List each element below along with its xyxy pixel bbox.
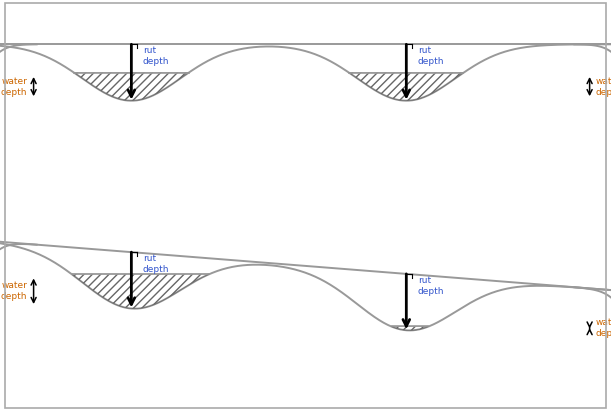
Text: rut
depth: rut depth (143, 46, 169, 67)
Text: rut
depth: rut depth (418, 46, 444, 67)
Text: water
depth: water depth (596, 318, 611, 338)
Text: water
depth: water depth (596, 76, 611, 97)
Text: water
depth: water depth (1, 281, 27, 301)
Text: rut
depth: rut depth (418, 276, 444, 296)
Text: water
depth: water depth (1, 76, 27, 97)
Text: rut
depth: rut depth (143, 254, 169, 274)
